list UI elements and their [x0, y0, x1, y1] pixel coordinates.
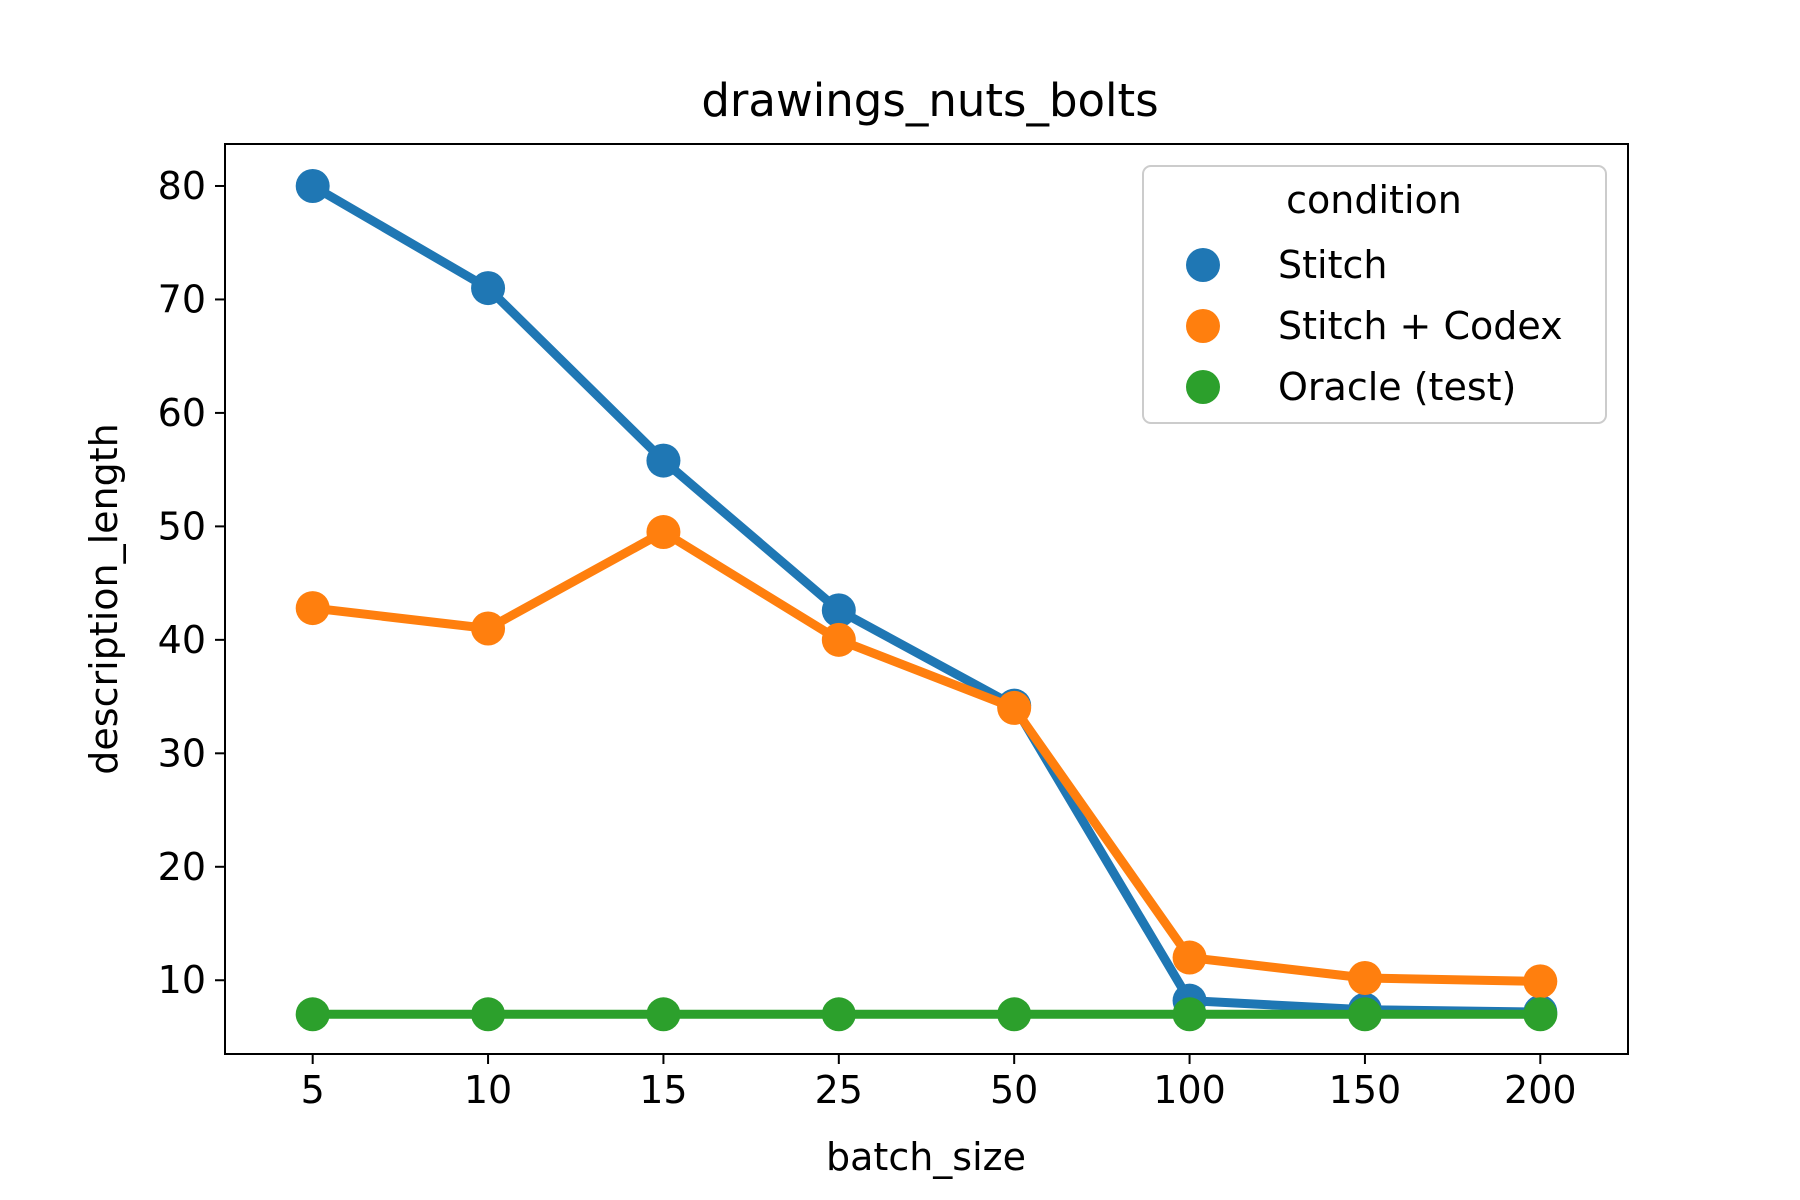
data-point	[997, 997, 1032, 1032]
legend-marker	[1186, 370, 1220, 404]
y-tick-label: 60	[158, 391, 206, 435]
data-point	[1347, 960, 1382, 995]
data-point	[646, 515, 681, 550]
y-tick-label: 20	[158, 845, 206, 889]
x-tick-label: 200	[1504, 1068, 1577, 1112]
data-point	[1523, 964, 1558, 999]
y-tick-label: 50	[158, 504, 206, 548]
y-tick-label: 40	[158, 618, 206, 662]
x-tick-label: 50	[990, 1068, 1038, 1112]
legend-marker	[1186, 248, 1220, 282]
series-line	[310, 182, 1541, 1017]
data-point	[295, 997, 330, 1032]
data-point	[471, 271, 506, 306]
chart-title: drawings_nuts_bolts	[701, 74, 1158, 127]
data-point	[821, 593, 856, 628]
data-point	[1523, 997, 1558, 1032]
legend-marker	[1186, 309, 1220, 343]
legend-label: Oracle (test)	[1278, 365, 1516, 409]
data-point	[471, 611, 506, 646]
legend: condition Stitch Stitch + Codex Oracle (te…	[1142, 165, 1607, 424]
data-point	[997, 690, 1032, 725]
legend-box	[1142, 165, 1607, 424]
data-point	[1172, 940, 1207, 975]
legend-items: Stitch Stitch + Codex Oracle (test)	[1186, 243, 1563, 409]
series-stitch-codex	[295, 515, 1558, 999]
x-tick-label: 100	[1153, 1068, 1226, 1112]
y-tick-label: 70	[158, 277, 206, 321]
plot-area	[295, 168, 1558, 1032]
data-point	[295, 591, 330, 626]
legend-label: Stitch + Codex	[1278, 304, 1563, 348]
data-point	[1172, 997, 1207, 1032]
y-tick-label: 30	[158, 731, 206, 775]
series-line	[312, 527, 1541, 986]
y-tick-label: 10	[158, 958, 206, 1002]
y-axis: 10 20 30 40 50 60 70 80	[158, 164, 225, 1002]
data-point	[821, 622, 856, 657]
data-point	[471, 997, 506, 1032]
y-axis-title: description_length	[82, 423, 126, 774]
y-tick-label: 80	[158, 164, 206, 208]
x-tick-label: 25	[815, 1068, 863, 1112]
plot-frame	[224, 143, 1629, 1055]
legend-title: condition	[1286, 178, 1462, 222]
x-axis: 5 10 15 25 50 100 150 200	[301, 1054, 1577, 1112]
data-point	[295, 168, 330, 203]
x-tick-label: 10	[464, 1068, 512, 1112]
data-point	[646, 443, 681, 478]
x-tick-label: 5	[301, 1068, 325, 1112]
series-oracle-test	[295, 997, 1558, 1032]
x-tick-label: 15	[639, 1068, 687, 1112]
data-point	[1347, 997, 1382, 1032]
legend-label: Stitch	[1278, 243, 1387, 287]
data-point	[646, 997, 681, 1032]
x-tick-label: 150	[1329, 1068, 1402, 1112]
x-axis-title: batch_size	[826, 1135, 1026, 1179]
data-point	[821, 997, 856, 1032]
